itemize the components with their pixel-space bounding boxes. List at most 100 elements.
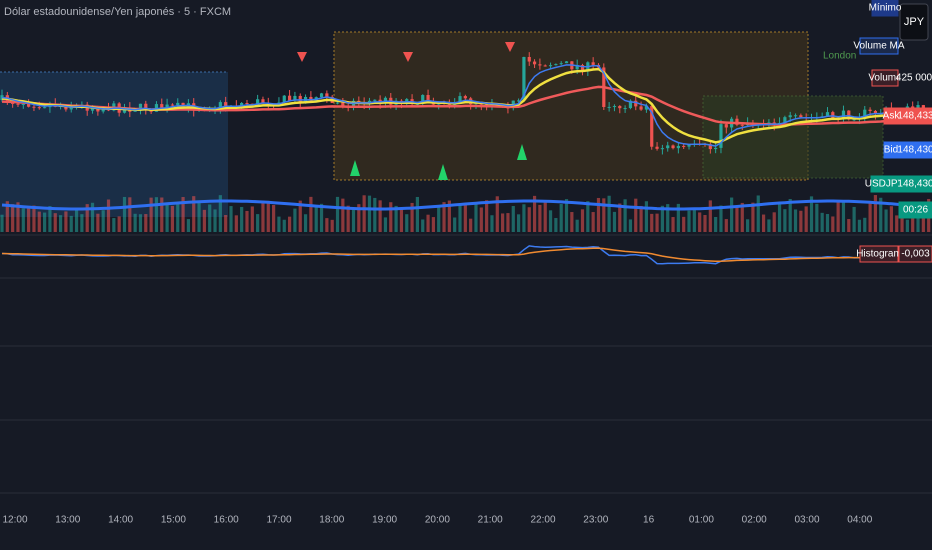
volume-bar <box>575 219 579 232</box>
volume-bar <box>186 219 190 232</box>
volume-bar <box>506 213 510 232</box>
volume-bar <box>809 196 814 232</box>
volume-bar <box>767 219 771 232</box>
volume-ma <box>1 199 929 211</box>
volume-bar <box>245 210 249 232</box>
candle <box>543 65 547 67</box>
candle <box>793 115 798 117</box>
volume-bar <box>820 212 824 232</box>
time-label: 18:00 <box>319 515 344 526</box>
label-box <box>898 245 932 263</box>
candle <box>218 102 222 108</box>
label-box <box>859 245 899 263</box>
time-label: 22:00 <box>530 515 555 526</box>
volume-bar <box>730 197 734 232</box>
label-text: 148,430 <box>897 145 932 156</box>
currency-button[interactable] <box>899 3 929 41</box>
candle <box>69 107 73 110</box>
volume-bar <box>735 206 739 232</box>
label-text: Ask <box>883 111 901 122</box>
volume-bar <box>43 212 47 232</box>
volume-bar <box>309 196 313 232</box>
volume-bar <box>761 214 766 232</box>
volume-bar <box>234 215 238 232</box>
volume-bar <box>666 204 670 232</box>
volume-bar <box>831 216 835 232</box>
candle <box>133 110 137 112</box>
volume-bar <box>293 208 297 232</box>
volume-bar <box>133 213 137 232</box>
candle <box>682 145 686 147</box>
volume-bar <box>53 213 57 232</box>
volume-bar <box>21 208 25 232</box>
volume-bar <box>490 215 494 232</box>
candle <box>325 93 329 97</box>
volume-bar <box>522 204 526 232</box>
volume-bar <box>410 202 414 232</box>
volume-bar <box>319 203 324 232</box>
volume-bar <box>421 219 425 232</box>
volume-bar <box>367 195 372 232</box>
signal-arrow <box>505 42 515 52</box>
time-label: 17:00 <box>266 515 291 526</box>
volume-bar <box>74 209 79 232</box>
currency-button-label[interactable]: JPY <box>904 16 925 28</box>
volume-bar <box>5 201 9 232</box>
candle <box>335 102 340 104</box>
volume-bar <box>474 203 478 232</box>
ema-mid <box>1 67 929 144</box>
volume-bar <box>0 214 4 232</box>
volume-bar <box>154 197 159 232</box>
volume-bar <box>90 202 95 232</box>
volume-bar <box>453 217 457 232</box>
volume-bar <box>591 212 595 232</box>
volume-bar <box>479 207 483 232</box>
candle <box>714 147 718 150</box>
volume-bar <box>229 206 233 232</box>
label-text: Bid <box>884 145 898 156</box>
label-box <box>870 175 899 193</box>
volume-bar <box>618 203 622 232</box>
volume-bar <box>303 214 308 232</box>
session-label: London <box>823 51 856 62</box>
candle <box>831 112 835 119</box>
volume-bar <box>628 219 633 232</box>
candle <box>224 102 228 107</box>
volume-bar <box>298 200 302 232</box>
signal-arrow <box>403 52 413 62</box>
candle <box>863 109 867 118</box>
candle <box>655 146 659 149</box>
candle <box>43 107 47 109</box>
candle <box>575 65 579 70</box>
volume-bar <box>149 197 153 232</box>
volume-bar <box>192 196 196 232</box>
volume-bar <box>900 206 904 232</box>
candle <box>96 108 100 112</box>
volume-bar <box>799 210 803 232</box>
candle <box>634 100 638 107</box>
volume-bar <box>602 198 606 232</box>
volume-bar <box>37 211 41 232</box>
asia-session-box <box>0 72 228 217</box>
volume-bar <box>16 202 20 232</box>
volume-bar <box>863 217 867 232</box>
label-text: Histogram <box>856 249 902 260</box>
volume-bar <box>485 200 489 232</box>
label-box <box>898 69 930 87</box>
volume-bar <box>362 195 366 232</box>
candle <box>245 102 249 104</box>
volume-bar <box>623 199 627 232</box>
label-box <box>859 37 899 55</box>
volume-bar <box>873 195 878 232</box>
candle <box>16 103 20 105</box>
candle <box>516 100 521 102</box>
volume-bar <box>655 213 659 232</box>
volume-bar <box>282 219 286 232</box>
volume-bar <box>836 201 840 232</box>
time-label: 19:00 <box>372 515 397 526</box>
signal-line <box>1 247 929 263</box>
candle <box>149 110 153 112</box>
volume-bar <box>277 216 281 232</box>
volume-bar <box>330 219 334 232</box>
candle <box>463 96 467 99</box>
